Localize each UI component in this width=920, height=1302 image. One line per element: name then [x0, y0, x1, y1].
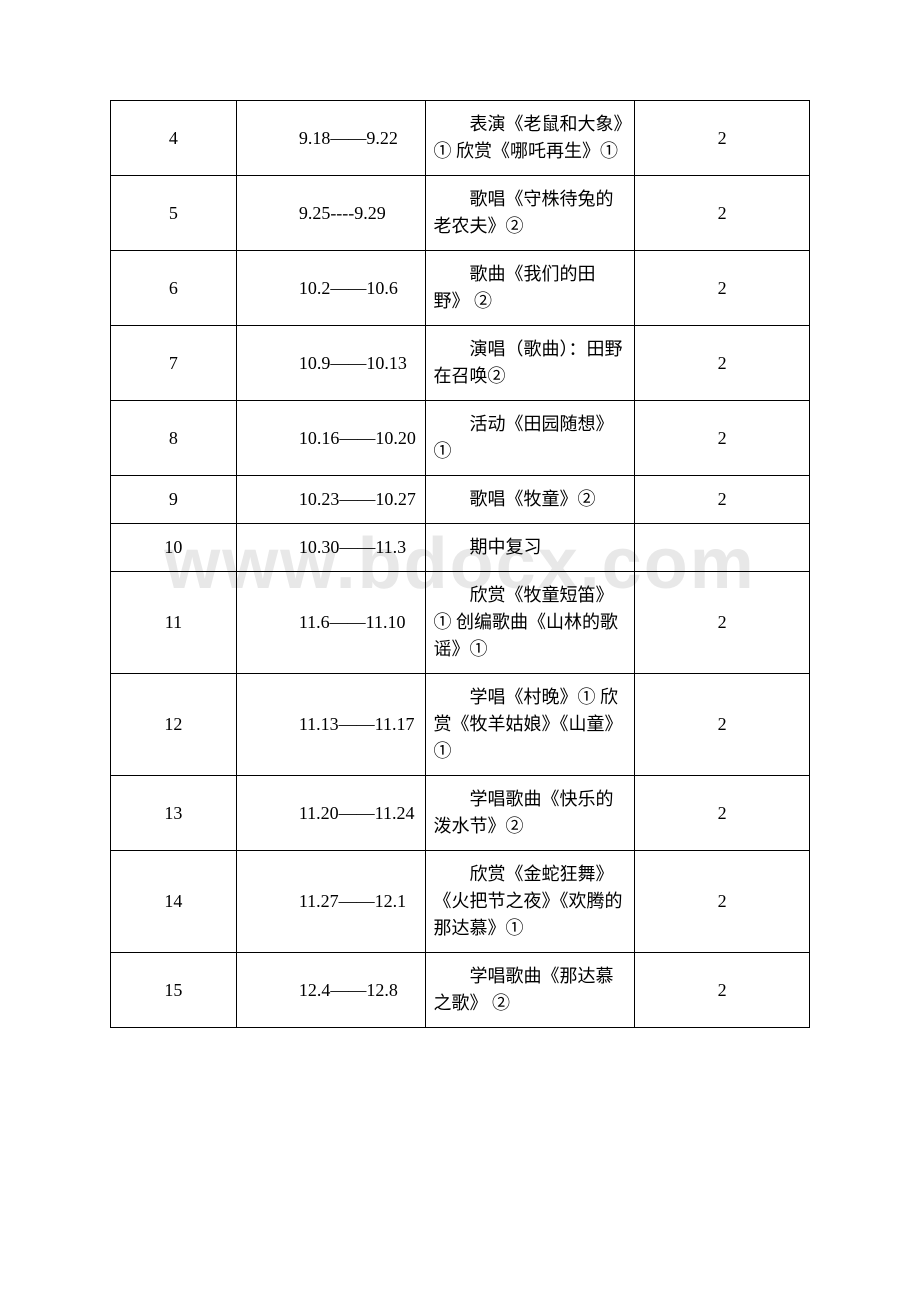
- cell-num: 9: [111, 476, 237, 524]
- cell-date: 11.6——11.10: [236, 572, 425, 674]
- cell-hours: 2: [635, 476, 810, 524]
- cell-hours: 2: [635, 851, 810, 953]
- table-row: 11 11.6——11.10 欣赏《牧童短笛》① 创编歌曲《山林的歌谣》① 2: [111, 572, 810, 674]
- cell-content: 歌曲《我们的田野》 ②: [425, 251, 635, 326]
- table-row: 6 10.2——10.6 歌曲《我们的田野》 ② 2: [111, 251, 810, 326]
- cell-date: 9.18——9.22: [236, 101, 425, 176]
- cell-hours: 2: [635, 176, 810, 251]
- table-row: 8 10.16——10.20 活动《田园随想》① 2: [111, 401, 810, 476]
- table-row: 13 11.20——11.24 学唱歌曲《快乐的泼水节》② 2: [111, 776, 810, 851]
- cell-hours: 2: [635, 776, 810, 851]
- cell-hours: 2: [635, 572, 810, 674]
- cell-num: 8: [111, 401, 237, 476]
- cell-hours: 2: [635, 251, 810, 326]
- cell-content: 欣赏《牧童短笛》① 创编歌曲《山林的歌谣》①: [425, 572, 635, 674]
- cell-hours: 2: [635, 401, 810, 476]
- cell-date: 12.4——12.8: [236, 953, 425, 1028]
- cell-date: 10.23——10.27: [236, 476, 425, 524]
- cell-content: 欣赏《金蛇狂舞》《火把节之夜》《欢腾的那达慕》①: [425, 851, 635, 953]
- cell-num: 5: [111, 176, 237, 251]
- cell-content: 歌唱《牧童》②: [425, 476, 635, 524]
- cell-num: 6: [111, 251, 237, 326]
- cell-date: 10.30——11.3: [236, 524, 425, 572]
- schedule-table: 4 9.18——9.22 表演《老鼠和大象》① 欣赏《哪吒再生》① 2 5 9.…: [110, 100, 810, 1028]
- cell-date: 10.9——10.13: [236, 326, 425, 401]
- table-row: 4 9.18——9.22 表演《老鼠和大象》① 欣赏《哪吒再生》① 2: [111, 101, 810, 176]
- cell-date: 11.27——12.1: [236, 851, 425, 953]
- cell-num: 13: [111, 776, 237, 851]
- cell-date: 11.13——11.17: [236, 674, 425, 776]
- cell-hours: [635, 524, 810, 572]
- table-row: 12 11.13——11.17 学唱《村晚》① 欣赏《牧羊姑娘》《山童》① 2: [111, 674, 810, 776]
- cell-num: 11: [111, 572, 237, 674]
- cell-content: 学唱歌曲《那达慕之歌》 ②: [425, 953, 635, 1028]
- table-row: 10 10.30——11.3 期中复习: [111, 524, 810, 572]
- cell-hours: 2: [635, 953, 810, 1028]
- cell-hours: 2: [635, 101, 810, 176]
- table-row: 9 10.23——10.27 歌唱《牧童》② 2: [111, 476, 810, 524]
- table-row: 5 9.25----9.29 歌唱《守株待兔的老农夫》② 2: [111, 176, 810, 251]
- table-row: 14 11.27——12.1 欣赏《金蛇狂舞》《火把节之夜》《欢腾的那达慕》① …: [111, 851, 810, 953]
- cell-content: 歌唱《守株待兔的老农夫》②: [425, 176, 635, 251]
- cell-hours: 2: [635, 326, 810, 401]
- cell-date: 9.25----9.29: [236, 176, 425, 251]
- cell-num: 15: [111, 953, 237, 1028]
- cell-num: 10: [111, 524, 237, 572]
- cell-content: 期中复习: [425, 524, 635, 572]
- cell-date: 10.2——10.6: [236, 251, 425, 326]
- table-body: 4 9.18——9.22 表演《老鼠和大象》① 欣赏《哪吒再生》① 2 5 9.…: [111, 101, 810, 1028]
- cell-num: 4: [111, 101, 237, 176]
- cell-num: 7: [111, 326, 237, 401]
- cell-date: 10.16——10.20: [236, 401, 425, 476]
- table-row: 7 10.9——10.13 演唱（歌曲）：田野在召唤② 2: [111, 326, 810, 401]
- cell-content: 表演《老鼠和大象》① 欣赏《哪吒再生》①: [425, 101, 635, 176]
- table-row: 15 12.4——12.8 学唱歌曲《那达慕之歌》 ② 2: [111, 953, 810, 1028]
- cell-content: 学唱歌曲《快乐的泼水节》②: [425, 776, 635, 851]
- cell-hours: 2: [635, 674, 810, 776]
- cell-content: 学唱《村晚》① 欣赏《牧羊姑娘》《山童》①: [425, 674, 635, 776]
- cell-content: 演唱（歌曲）：田野在召唤②: [425, 326, 635, 401]
- cell-num: 14: [111, 851, 237, 953]
- cell-num: 12: [111, 674, 237, 776]
- cell-date: 11.20——11.24: [236, 776, 425, 851]
- cell-content: 活动《田园随想》①: [425, 401, 635, 476]
